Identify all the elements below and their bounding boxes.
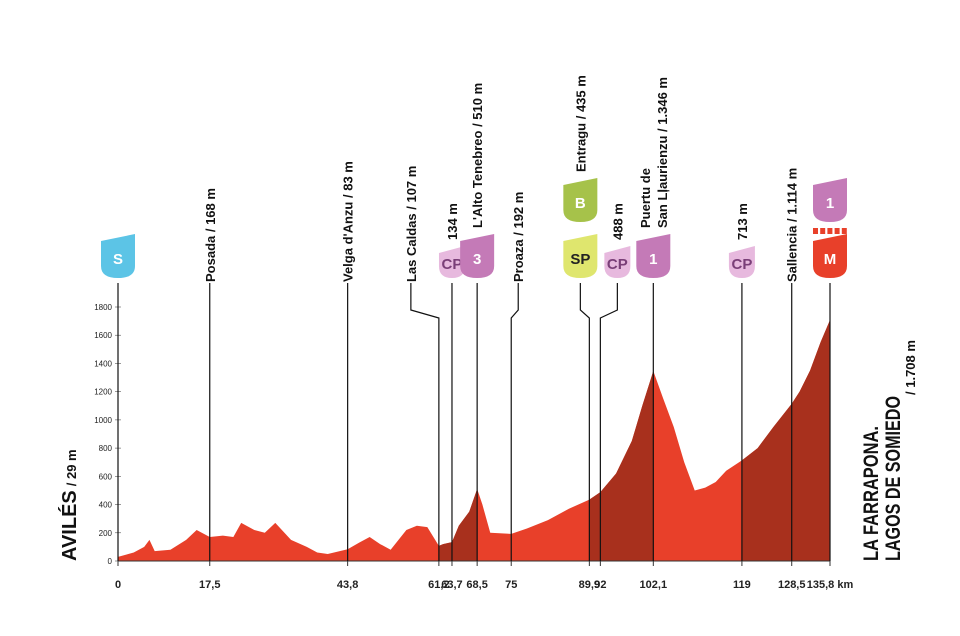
waypoint-label: Posada / 168 m bbox=[203, 188, 218, 282]
x-tick-label: 102,1 bbox=[640, 579, 668, 591]
icon-battlement bbox=[827, 228, 833, 234]
waypoint-label: 713 m bbox=[735, 203, 750, 240]
icon-text: 1 bbox=[826, 195, 834, 212]
icon-text: CP bbox=[731, 256, 752, 273]
start-altitude: / 29 m bbox=[64, 449, 79, 486]
waypoint-label: Sallencia / 1.114 m bbox=[785, 168, 800, 282]
waypoint-label: Proaza / 192 m bbox=[511, 192, 526, 282]
y-tick-label: 800 bbox=[99, 444, 113, 453]
icon-text: SP bbox=[570, 251, 590, 268]
x-tick-label: 0 bbox=[115, 579, 121, 591]
icon-battlement bbox=[813, 228, 818, 234]
icon-shield bbox=[728, 246, 755, 278]
finish-name: LAGOS DE SOMIEDO bbox=[882, 396, 905, 561]
y-tick-label: 1600 bbox=[94, 331, 112, 340]
y-tick-label: 1400 bbox=[94, 359, 112, 368]
waypoint-label: Velga d'Anzu / 83 m bbox=[341, 161, 356, 282]
x-tick-label: 43,8 bbox=[337, 579, 358, 591]
icon-battlement bbox=[834, 228, 840, 234]
x-tick-label: 128,5 bbox=[778, 579, 806, 591]
x-tick-label: 61,2 bbox=[428, 579, 449, 591]
climb-shading bbox=[438, 319, 830, 561]
icon-shield bbox=[460, 234, 495, 278]
icon-shield bbox=[563, 178, 598, 222]
waypoint-line bbox=[410, 283, 440, 561]
x-tick-label: 68,5 bbox=[466, 579, 487, 591]
x-tick-label: 135,8 km bbox=[807, 579, 854, 591]
icon-shield bbox=[563, 234, 598, 278]
y-tick-label: 1200 bbox=[94, 388, 112, 397]
icon-battlement bbox=[841, 228, 847, 234]
waypoint-label: Puertu de bbox=[638, 168, 653, 228]
waypoint-label: 488 m bbox=[610, 203, 625, 240]
icon-shield bbox=[438, 246, 465, 278]
waypoint-label: Las Caldas / 107 m bbox=[404, 166, 419, 282]
icon-text: 3 bbox=[473, 251, 481, 268]
waypoint-label: L'Alto Tenebreo / 510 m bbox=[470, 83, 485, 228]
start-label: AVILÉS / 29 m bbox=[58, 449, 81, 561]
finish-altitude: / 1.708 m bbox=[903, 340, 918, 395]
x-tick-label: 119 bbox=[733, 579, 751, 591]
icon-text: CP bbox=[607, 256, 628, 273]
finish-name: LA FARRAPONA. bbox=[860, 426, 883, 561]
start-name: AVILÉS bbox=[58, 490, 81, 561]
y-tick-label: 200 bbox=[99, 529, 113, 538]
waypoint-line bbox=[599, 283, 618, 561]
y-tick-label: 1800 bbox=[94, 303, 112, 312]
icon-text: M bbox=[824, 251, 837, 268]
waypoint-line bbox=[579, 283, 590, 561]
y-tick-label: 1000 bbox=[94, 416, 112, 425]
icon-battlement bbox=[820, 228, 826, 234]
icon-shield bbox=[813, 234, 847, 278]
icon-text: B bbox=[575, 195, 586, 212]
x-tick-label: 63,7 bbox=[441, 579, 462, 591]
y-tick-label: 600 bbox=[99, 472, 113, 481]
y-tick-label: 0 bbox=[108, 557, 113, 566]
x-tick-label: 17,5 bbox=[199, 579, 220, 591]
icon-text: CP bbox=[442, 256, 463, 273]
waypoint-label: San Lļaurienzu / 1.346 m bbox=[655, 77, 670, 228]
y-tick-label: 400 bbox=[99, 501, 113, 510]
waypoint-label: Entragu / 435 m bbox=[573, 75, 588, 172]
x-tick-label: 89,9 bbox=[579, 579, 600, 591]
icon-shield bbox=[101, 234, 135, 278]
icon-shield bbox=[813, 178, 847, 222]
waypoint-line bbox=[510, 283, 519, 561]
icon-shield bbox=[636, 234, 671, 278]
x-tick-label: 92 bbox=[594, 579, 606, 591]
icon-text: S bbox=[113, 251, 123, 268]
icon-shield bbox=[604, 246, 631, 278]
waypoint-label: 134 m bbox=[445, 203, 460, 240]
x-tick-label: 75 bbox=[505, 579, 517, 591]
icon-text: 1 bbox=[649, 251, 657, 268]
